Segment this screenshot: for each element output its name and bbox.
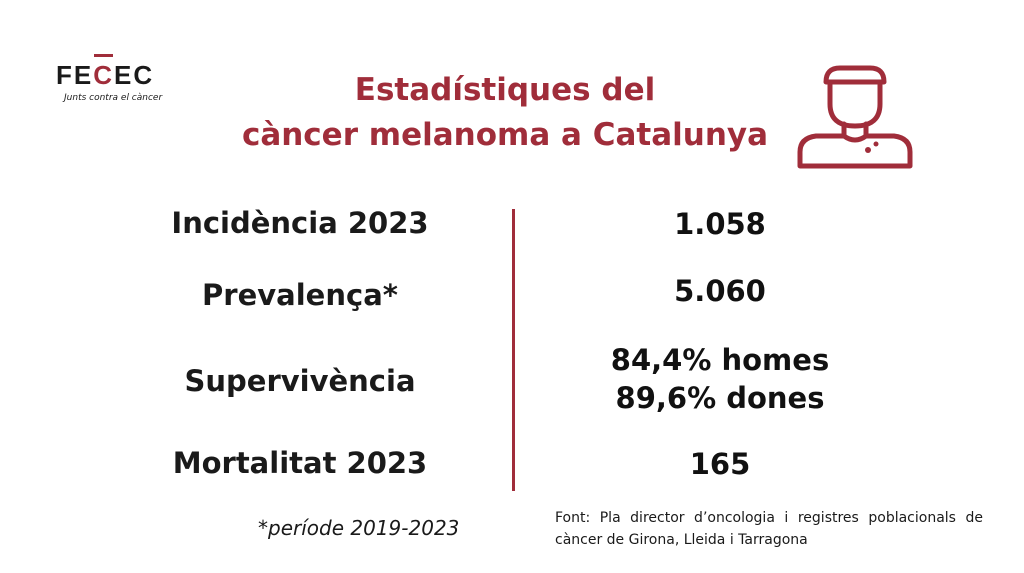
logo-word-part-1: FE [56,60,94,90]
title-line-1: Estadístiques del [354,72,656,108]
logo-word-part-2: EC [114,60,155,90]
stat-label-prevalence: Prevalença* [202,278,398,312]
person-melanoma-icon [797,65,913,169]
stat-label-survival: Supervivència [184,364,416,398]
fecec-logo: FECEC Junts contra el càncer [56,62,166,103]
logo-word-part-red: C [93,60,115,90]
stat-value-survival-women: 89,6% dones [615,381,825,415]
footnote-period: *període 2019-2023 [258,516,460,540]
stat-value-prevalence: 5.060 [674,274,766,308]
stat-value-incidence: 1.058 [674,207,766,241]
stat-label-mortality: Mortalitat 2023 [172,446,428,480]
stat-value-mortality: 165 [689,447,751,481]
logo-wordmark: FECEC [56,62,166,88]
stat-value-survival-men: 84,4% homes [610,343,830,377]
page-title: Estadístiques del càncer melanoma a Cata… [200,68,810,158]
logo-tagline: Junts contra el càncer [64,93,163,103]
title-line-2: càncer melanoma a Catalunya [241,117,769,153]
source-citation: Font: Pla director d’oncologia i registr… [555,510,983,548]
stat-label-incidence: Incidència 2023 [171,206,429,240]
column-divider [512,209,515,491]
